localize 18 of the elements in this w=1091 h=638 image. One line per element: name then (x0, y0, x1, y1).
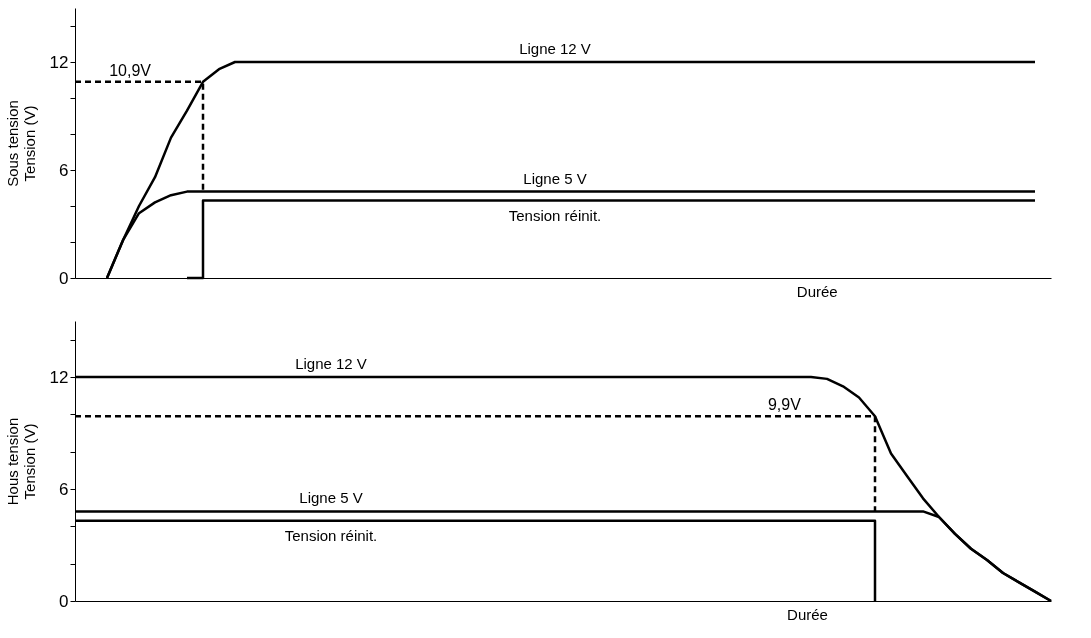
series-label: Ligne 12 V (519, 40, 591, 57)
y-tick-label: 12 (49, 52, 69, 72)
y-tick-label: 0 (59, 591, 69, 611)
x-axis-title: Durée (787, 605, 828, 623)
annotation: 10,9V (109, 61, 152, 79)
y-axis-title: Sous tension Tension (V) (3, 100, 38, 187)
y-axis-title: Hous tension Tension (V) (3, 417, 38, 506)
y-tick-label: 6 (59, 160, 69, 180)
y-tick-label: 0 (59, 268, 69, 288)
series-label: Tension réinit. (508, 206, 602, 224)
series-label: Ligne 5 V (299, 489, 363, 507)
annotation: 9,9V (767, 396, 802, 414)
x-axis-title: Durée (796, 282, 838, 300)
y-tick-label: 6 (59, 479, 69, 499)
y-tick-label: 12 (49, 367, 69, 387)
series-label: Tension réinit. (284, 526, 378, 544)
series-label: Ligne 5 V (523, 169, 587, 187)
series-label: Ligne 12 V (295, 355, 367, 372)
